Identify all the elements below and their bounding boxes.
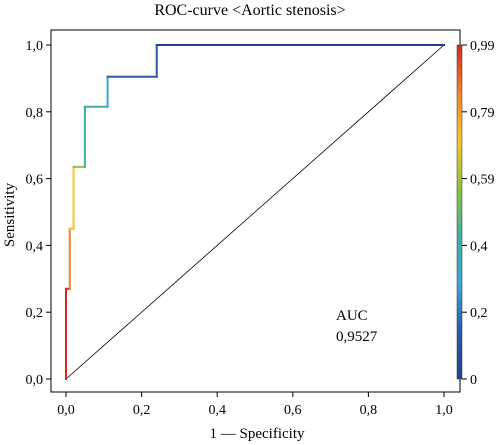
colorbar-tick-label: 0,2	[470, 306, 488, 321]
chart-title: ROC-curve <Aortic stenosis>	[154, 2, 345, 19]
x-tick-label: 0,8	[360, 403, 378, 418]
x-axis-label: 1 — Specificity	[210, 426, 305, 442]
colorbar-tick-label: 0,4	[470, 239, 488, 254]
x-tick-label: 0,4	[208, 403, 226, 418]
y-tick-label: 0,2	[26, 306, 44, 321]
y-axis-ticks: 0,0 0,2 0,4 0,6 0,8 1,0	[26, 39, 51, 388]
diagonal-reference-line	[65, 44, 445, 380]
y-tick-label: 1,0	[26, 39, 44, 54]
y-axis-label: Sensitivity	[2, 182, 18, 247]
x-tick-label: 0,6	[284, 403, 302, 418]
colorbar-tick-label: 0,79	[470, 106, 495, 121]
colorbar-tick-label: 0,99	[470, 39, 495, 54]
x-axis-ticks: 0,0 0,2 0,4 0,6 0,8 1,0	[57, 392, 453, 418]
x-tick-label: 0,2	[133, 403, 151, 418]
colorbar-ticks: 0,99 0,79 0,59 0,4 0,2 0	[462, 39, 495, 388]
y-tick-label: 0,0	[26, 373, 44, 388]
auc-value: 0,9527	[336, 329, 378, 345]
y-tick-label: 0,6	[26, 173, 44, 188]
x-tick-label: 1,0	[435, 403, 453, 418]
colorbar-tick-label: 0	[470, 373, 477, 388]
colorbar-tick-label: 0,59	[470, 173, 495, 188]
y-tick-label: 0,4	[26, 239, 44, 254]
roc-curve	[65, 44, 445, 380]
threshold-colorbar	[456, 44, 463, 380]
y-tick-label: 0,8	[26, 106, 44, 121]
x-tick-label: 0,0	[57, 403, 75, 418]
auc-label: AUC	[336, 308, 368, 324]
